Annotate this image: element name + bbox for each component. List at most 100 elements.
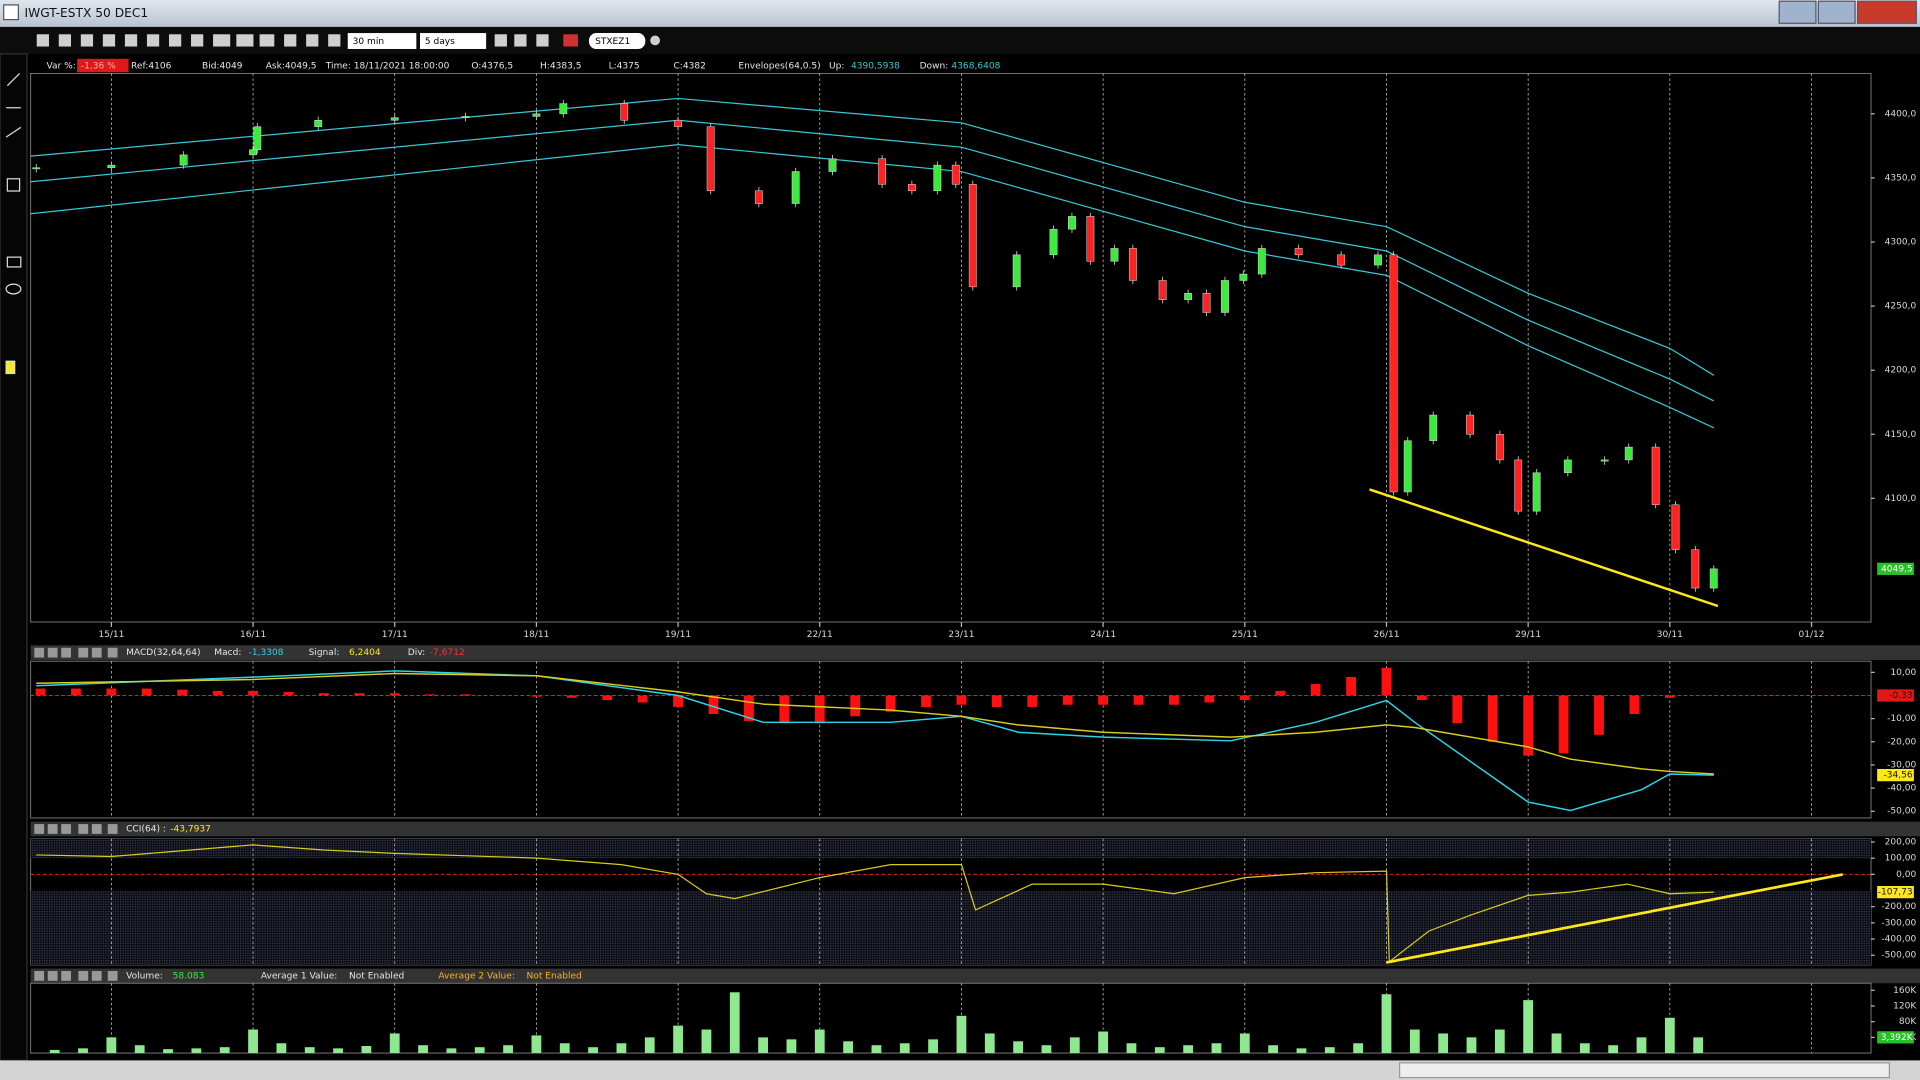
panel-button[interactable] (107, 971, 118, 981)
cci-line (36, 844, 1714, 963)
y-tick-label: 4350,0 (1885, 173, 1917, 183)
tool-icon[interactable] (328, 34, 341, 47)
color-tool[interactable] (5, 360, 16, 375)
y-tick-label: -300,00 (1881, 918, 1916, 928)
candle (559, 103, 568, 115)
x-tick-label: 23/11 (948, 630, 974, 640)
close-button[interactable] (1856, 0, 1917, 24)
tool-icon[interactable] (259, 34, 275, 47)
panel-button[interactable] (34, 971, 45, 981)
tool-icon[interactable] (36, 34, 49, 47)
panel-button[interactable] (34, 647, 45, 658)
panel-button[interactable] (91, 824, 102, 834)
plot-area (30, 982, 1872, 1054)
tool-icon[interactable] (306, 34, 319, 47)
panel-button[interactable] (47, 971, 58, 981)
panel-button[interactable] (61, 971, 72, 981)
plot-area (30, 72, 1872, 623)
draw-line-tool[interactable] (6, 73, 21, 87)
info-text: 4390,5938 (851, 62, 900, 72)
rect-tool[interactable] (6, 256, 22, 268)
panel-button[interactable] (107, 824, 118, 834)
candle (179, 154, 188, 166)
value-tag-box (1877, 886, 1914, 899)
volume-bar (1636, 1037, 1647, 1054)
panel-button[interactable] (34, 824, 45, 834)
fib-tool[interactable] (6, 178, 21, 192)
volume-bar (1494, 1029, 1505, 1054)
y-tick-label: -50,00 (1887, 807, 1916, 817)
panel-button[interactable] (47, 647, 58, 658)
histogram-bar (991, 695, 1002, 708)
tool-icon[interactable] (58, 34, 72, 47)
tool-icon[interactable] (494, 34, 507, 47)
maximize-button[interactable] (1817, 0, 1856, 24)
oversold-band (30, 890, 1872, 965)
scroll-thumb[interactable] (1398, 1062, 1890, 1079)
histogram-bar (1417, 695, 1427, 701)
panel-button[interactable] (91, 647, 102, 658)
interval-select[interactable] (347, 33, 417, 49)
volume-bar (1069, 1037, 1080, 1054)
tool-icon[interactable] (514, 34, 527, 47)
search-icon[interactable] (650, 35, 660, 46)
volume-bar (1041, 1045, 1052, 1054)
histogram-bar (1487, 695, 1498, 742)
ellipse-tool[interactable] (5, 283, 22, 295)
tool-icon[interactable] (191, 34, 204, 47)
histogram-bar (1027, 695, 1038, 708)
histogram-bar (850, 695, 861, 717)
tool-icon[interactable] (536, 34, 549, 47)
histogram-bar (248, 690, 258, 696)
header-text: Not Enabled (527, 971, 582, 981)
histogram-bar (921, 695, 931, 708)
candle (249, 149, 257, 156)
tool-icon[interactable] (146, 34, 160, 47)
y-tick-label: 120K (1893, 1002, 1917, 1012)
info-text: Up: (829, 62, 844, 72)
histogram-bar (1558, 695, 1569, 754)
panel-button[interactable] (61, 824, 72, 834)
candle (1403, 440, 1412, 493)
header-text: -1,3308 (249, 648, 284, 658)
volume-bar (1579, 1043, 1590, 1054)
channel-tool[interactable] (5, 126, 22, 138)
tool-icon[interactable] (168, 34, 182, 47)
candle (968, 184, 977, 288)
minimize-button[interactable] (1778, 0, 1817, 24)
volume-bar (1098, 1031, 1109, 1054)
candle (1651, 446, 1660, 506)
histogram-bar (708, 695, 719, 715)
histogram-bar (106, 688, 117, 696)
header-text: 6,2404 (349, 648, 381, 658)
volume-bar (758, 1037, 768, 1054)
panel-button[interactable] (91, 971, 102, 981)
info-bar (30, 53, 1920, 74)
candle (1012, 254, 1021, 288)
panel-button[interactable] (47, 824, 58, 834)
tool-icon[interactable] (124, 34, 138, 47)
volume-bar (956, 1015, 967, 1054)
tool-icon[interactable] (213, 34, 231, 47)
panel-button[interactable] (61, 647, 72, 658)
panel-button[interactable] (107, 647, 118, 658)
symbol-input[interactable] (588, 33, 646, 49)
info-text: Ref:4106 (131, 62, 172, 72)
tool-icon[interactable] (236, 34, 254, 47)
tool-sidebar (0, 53, 28, 1062)
panel-button[interactable] (78, 824, 89, 834)
volume-bar (984, 1033, 995, 1054)
histogram-bar (1239, 695, 1250, 701)
panel-button[interactable] (78, 647, 89, 658)
period-text: 5 days (425, 37, 455, 47)
histogram-bar (779, 695, 790, 724)
tool-icon[interactable] (284, 34, 297, 47)
candle (1202, 293, 1211, 313)
panel-button[interactable] (78, 971, 89, 981)
tool-icon[interactable] (80, 34, 94, 47)
tool-icon[interactable] (563, 34, 578, 47)
tool-icon[interactable] (102, 34, 116, 47)
period-select[interactable] (420, 33, 487, 49)
candle (620, 103, 629, 121)
